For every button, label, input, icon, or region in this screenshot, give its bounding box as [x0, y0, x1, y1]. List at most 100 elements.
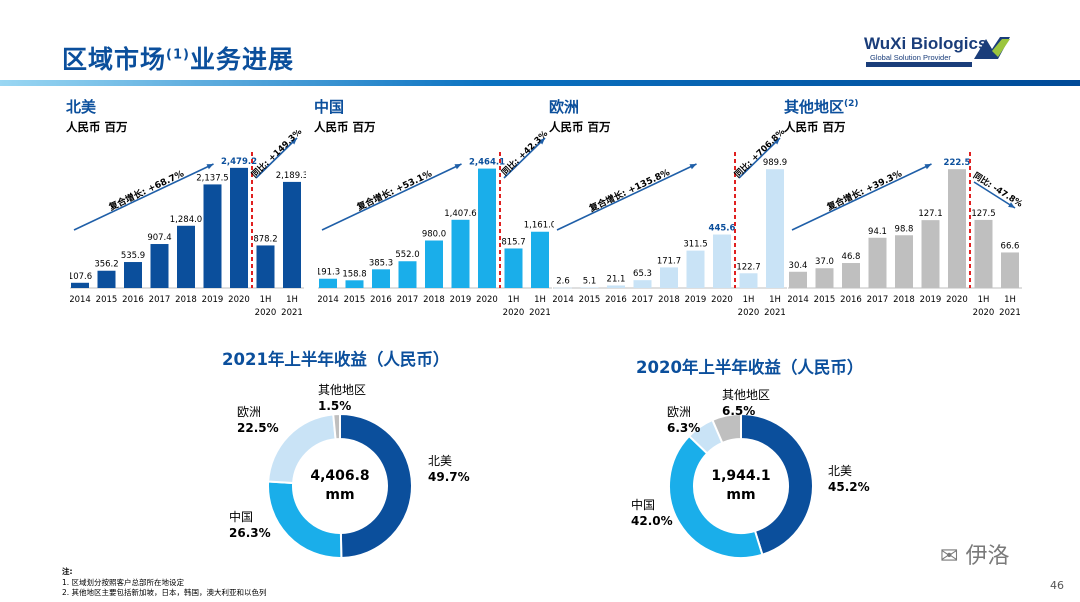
data-label: 980.0	[422, 230, 446, 240]
yoy-arrow	[738, 137, 781, 179]
data-label: 127.5	[971, 209, 995, 219]
data-label: 66.6	[1001, 241, 1020, 251]
tick-label: 2019	[450, 295, 472, 305]
tick-label: 1H	[534, 295, 546, 305]
tick-label: 2015	[344, 295, 366, 305]
cagr-label: 复合增长: +39.3%	[824, 167, 904, 213]
yoy-label: 同比: +42.3%	[499, 130, 550, 178]
bar	[124, 262, 142, 288]
data-label: 21.1	[607, 274, 626, 284]
footnote-2: 2. 其他地区主要包括新加坡，日本，韩国，澳大利亚和以色列	[62, 588, 267, 597]
donut-slice	[711, 412, 742, 445]
tick-label: 2017	[632, 295, 654, 305]
tick-label: 2020	[711, 295, 733, 305]
bar-chart-2: 191.3 2014 158.8 2015 385.3 2016 552.0 2017 980.…	[318, 130, 554, 318]
bar	[97, 270, 116, 288]
tick-label: 1H	[769, 295, 781, 305]
tick-label: 1H	[286, 295, 298, 305]
donut-title: 2020年上半年收益（人民币）	[636, 358, 864, 377]
tick-label: 2017	[397, 295, 419, 305]
donut-center-value: 1,944.1	[711, 468, 771, 484]
tick-label: 1H	[260, 295, 272, 305]
data-label: 2,464.1	[469, 158, 505, 168]
tick-label: 2018	[893, 295, 915, 305]
tick-label: 2017	[149, 295, 171, 305]
cagr-arrowhead	[206, 164, 214, 170]
watermark-text: 伊洛	[965, 544, 1010, 569]
data-label: 989.9	[763, 158, 787, 168]
bar	[713, 234, 731, 288]
bar	[554, 287, 572, 289]
tick-label: 2018	[423, 295, 445, 305]
data-label: 1,284.0	[170, 215, 202, 225]
tick-label: 1H	[1004, 295, 1016, 305]
donut-center-value: 4,406.8	[310, 468, 370, 484]
bar-chart-4: 30.4 2014 37.0 2015 46.8 2016 94.1 2017 98.8 2018…	[788, 152, 1024, 318]
data-label: 65.3	[633, 269, 652, 279]
bar	[425, 240, 443, 288]
tick-label: 2020	[476, 295, 498, 305]
title-rule	[0, 80, 1080, 86]
donut-title: 2021年上半年收益（人民币）	[222, 350, 450, 369]
bar	[868, 237, 887, 288]
tick-label: 2021	[281, 308, 303, 318]
data-label: 98.8	[895, 224, 914, 234]
data-label: 46.8	[842, 252, 861, 262]
data-label: 158.8	[342, 269, 366, 279]
tick-label: 2021	[999, 308, 1021, 318]
tick-label: 2020	[973, 308, 995, 318]
tick-label: 1H	[508, 295, 520, 305]
slice-name: 欧洲	[667, 405, 692, 419]
bar	[478, 168, 496, 288]
bar	[319, 278, 337, 288]
logo-name: WuXi Biologics	[864, 34, 988, 53]
region-title: 欧洲	[549, 96, 579, 117]
data-label: 127.1	[918, 209, 942, 219]
donut-slice	[332, 412, 341, 441]
tick-label: 2017	[867, 295, 889, 305]
bar	[789, 271, 807, 288]
cagr-arrowhead	[924, 164, 932, 170]
slice-name: 中国	[631, 498, 656, 512]
bar	[71, 282, 89, 288]
slice-name: 欧洲	[237, 405, 262, 419]
bar	[660, 267, 678, 288]
bar	[531, 231, 549, 288]
tick-label: 2020	[255, 308, 277, 318]
yoy-arrowhead	[773, 138, 780, 145]
footnote-1: 1. 区域划分按照客户总部所在地设定	[62, 578, 185, 587]
bar	[686, 250, 705, 288]
slice-percent: 26.3%	[229, 526, 271, 540]
tick-label: 2016	[122, 295, 144, 305]
unit-label: 人民币 百万	[66, 120, 128, 134]
region-name: 其他地区	[784, 98, 845, 116]
bar	[580, 287, 599, 288]
data-label: 30.4	[789, 261, 808, 271]
cagr-arrowhead	[689, 164, 697, 170]
tick-label: 2015	[814, 295, 836, 305]
tick-label: 2016	[840, 295, 862, 305]
data-label: 1,407.6	[444, 209, 476, 219]
data-label: 2,137.5	[196, 173, 228, 183]
data-label: 907.4	[147, 233, 171, 243]
cagr-label: 复合增长: +135.8%	[586, 166, 671, 215]
tick-label: 2018	[175, 295, 197, 305]
tick-label: 2016	[370, 295, 392, 305]
slice-percent: 42.0%	[631, 514, 673, 528]
bar	[842, 263, 860, 288]
data-label: 94.1	[868, 227, 887, 237]
data-label: 2.6	[556, 277, 570, 287]
bar	[398, 261, 417, 288]
data-label: 122.7	[736, 262, 760, 272]
tick-label: 1H	[743, 295, 755, 305]
tick-label: 2015	[579, 295, 601, 305]
slice-percent: 6.3%	[667, 421, 701, 435]
donut-slice	[740, 412, 814, 557]
bar	[974, 219, 993, 288]
bar	[921, 220, 940, 288]
slice-percent: 1.5%	[318, 399, 352, 413]
unit-label: 人民币 百万	[784, 120, 846, 134]
tick-label: 2014	[553, 295, 574, 305]
data-label: 5.1	[583, 276, 597, 286]
yoy-arrowhead	[1008, 202, 1015, 208]
